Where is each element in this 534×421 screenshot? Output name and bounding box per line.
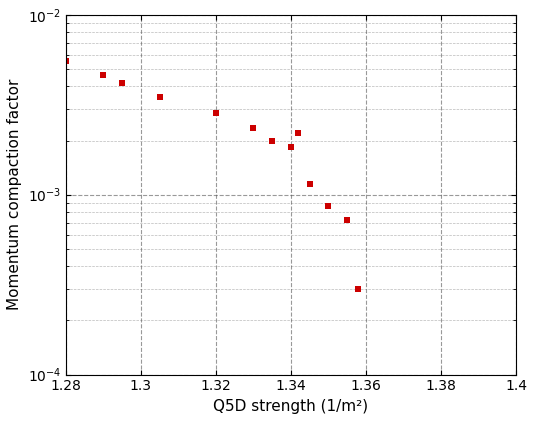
Y-axis label: Momentum compaction factor: Momentum compaction factor xyxy=(7,79,22,310)
X-axis label: Q5D strength (1/m²): Q5D strength (1/m²) xyxy=(214,399,368,414)
